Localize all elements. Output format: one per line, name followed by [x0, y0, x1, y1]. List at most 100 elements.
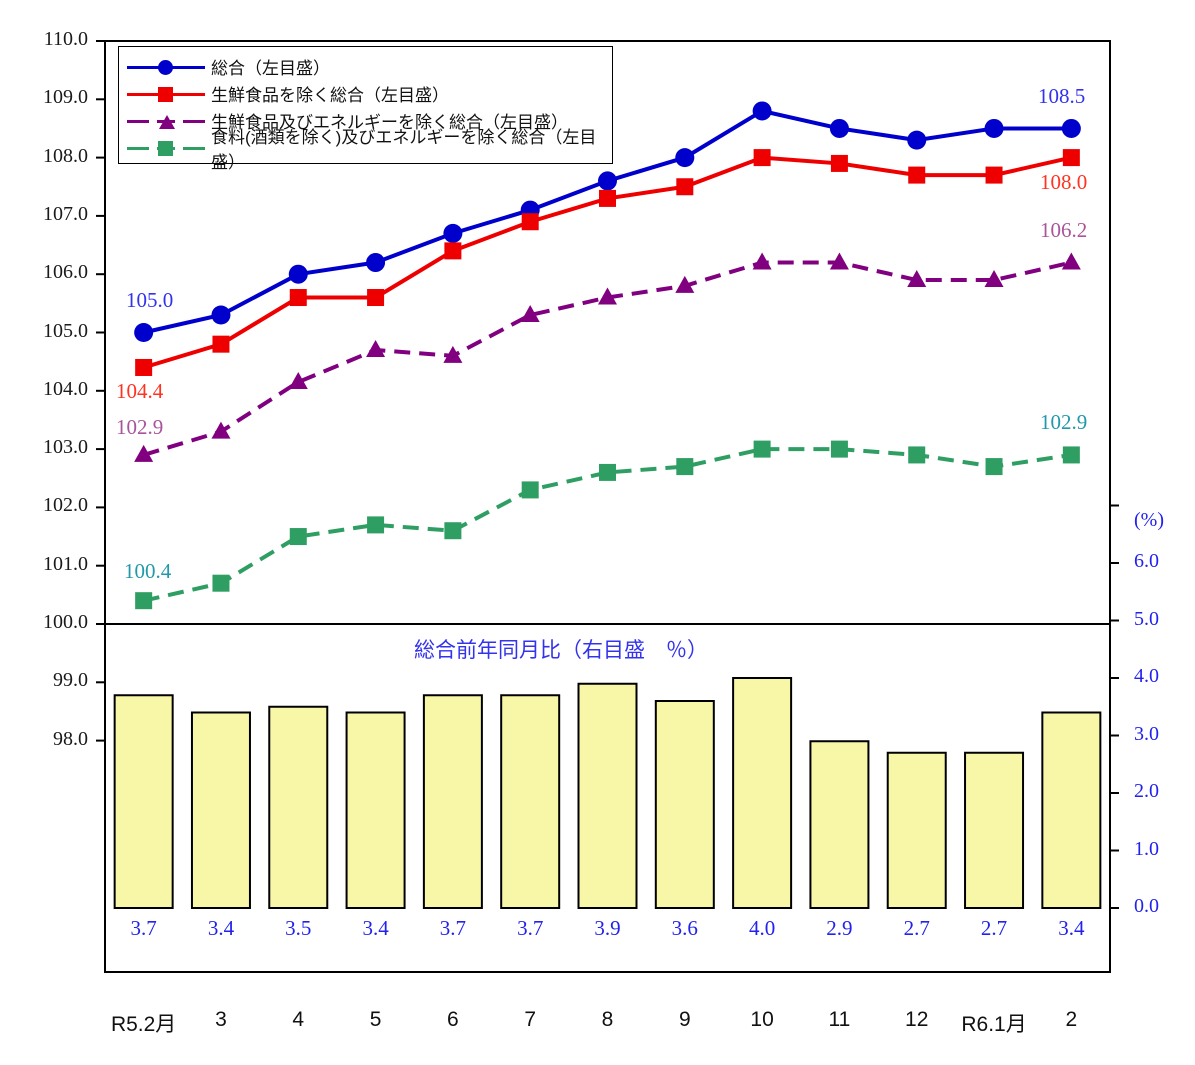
bar-value-label: 3.4 [362, 916, 389, 940]
data-point [676, 458, 694, 476]
bar-value-label: 4.0 [748, 916, 776, 940]
data-point [289, 289, 307, 307]
bar-value-label: 3.5 [285, 916, 312, 940]
data-point [829, 252, 849, 270]
bar-value-label: 2.7 [980, 916, 1008, 940]
left-axis-tick-label: 104.0 [43, 377, 88, 400]
data-point [288, 372, 308, 390]
x-axis-category-label: 9 [678, 1008, 691, 1031]
data-point [289, 528, 307, 546]
data-point [1062, 149, 1080, 167]
right-axis-tick-label: 0.0 [1134, 895, 1159, 917]
data-point [366, 253, 386, 273]
data-point [521, 213, 539, 231]
bar [654, 700, 715, 909]
data-point [288, 264, 308, 284]
legend-label: 生鮮食品を除く総合（左目盛） [211, 86, 449, 105]
data-point [675, 148, 695, 168]
data-point [984, 270, 1004, 288]
x-axis-category-label: 2 [1065, 1008, 1078, 1031]
data-point [443, 345, 463, 363]
legend-item-1: 生鮮食品を除く総合（左目盛） [119, 80, 612, 107]
data-point [521, 481, 539, 499]
data-point [676, 178, 694, 196]
series-value-annotation: 106.2 [1040, 217, 1088, 242]
bar [113, 694, 174, 909]
bar [809, 740, 870, 909]
data-point [1061, 118, 1081, 138]
bar [422, 694, 483, 909]
bar-value-label: 3.7 [439, 916, 466, 940]
legend-item-2: 生鮮食品及びエネルギーを除く総合（左目盛） [119, 107, 612, 134]
data-point [367, 289, 385, 307]
bar-value-label: 3.6 [671, 916, 698, 940]
data-point [908, 446, 926, 464]
data-point [984, 118, 1004, 138]
data-point [212, 574, 230, 592]
bar [345, 711, 406, 909]
data-point [366, 339, 386, 357]
data-point [443, 223, 463, 243]
data-point [135, 358, 153, 376]
right-axis-tick-label: 5.0 [1134, 607, 1159, 630]
bar [886, 751, 947, 909]
series-value-annotation: 102.9 [1040, 409, 1088, 434]
x-axis-category-label: 4 [292, 1008, 305, 1031]
chart-legend: 総合（左目盛） 生鮮食品を除く総合（左目盛） 生鮮食品及びエネルギーを除く総合（… [118, 46, 613, 172]
legend-label: 生鮮食品及びエネルギーを除く総合（左目盛） [211, 113, 568, 132]
left-axis-tick-label: 105.0 [43, 319, 88, 342]
right-axis-unit-label: (%) [1134, 508, 1164, 531]
data-point [752, 101, 772, 121]
left-axis-tick-label: 99.0 [53, 669, 88, 692]
series-value-annotation: 104.4 [116, 379, 164, 404]
x-axis-category-label: R5.2月 [110, 1013, 177, 1036]
x-axis-category-label: 7 [524, 1008, 537, 1031]
bar-value-label: 3.7 [130, 916, 157, 940]
data-point [907, 130, 927, 150]
x-axis-category-label: 12 [905, 1008, 929, 1031]
data-point [599, 189, 616, 207]
right-axis-tick-label: 4.0 [1134, 665, 1159, 687]
series-value-annotation: 108.0 [1040, 169, 1088, 194]
left-axis-tick-label: 103.0 [43, 436, 88, 459]
left-axis-tick-label: 109.0 [43, 86, 88, 109]
bar-value-label: 2.7 [903, 916, 930, 940]
data-point [367, 516, 385, 534]
data-point [908, 166, 926, 184]
data-point [985, 458, 1003, 476]
x-axis-category-label: 10 [750, 1008, 774, 1031]
data-point [520, 305, 540, 323]
data-point [907, 270, 927, 288]
legend-label: 食料(酒類を除く)及びエネルギーを除く総合（左目盛） [211, 127, 597, 172]
legend-item-0: 総合（左目盛） [119, 53, 612, 80]
data-point [444, 522, 462, 540]
bar [268, 705, 329, 909]
legend-key-circle-icon [127, 57, 205, 77]
data-point [985, 166, 1003, 184]
data-point [212, 335, 230, 353]
x-axis-category-label: 5 [369, 1008, 382, 1031]
data-point [830, 154, 848, 172]
bar-panel-title: 総合前年同月比（右目盛 ％） [414, 639, 708, 662]
left-axis-tick-label: 98.0 [53, 727, 88, 750]
data-point [829, 118, 849, 138]
legend-key-square-icon [127, 84, 205, 104]
series-value-annotation: 108.5 [1038, 84, 1086, 109]
data-point [1061, 252, 1081, 270]
bar [1041, 711, 1102, 909]
bar [500, 694, 561, 909]
bar-value-label: 2.9 [826, 916, 853, 940]
bar [190, 711, 251, 909]
x-axis-category-label: R6.1月 [961, 1013, 1027, 1036]
data-point [598, 287, 617, 305]
data-point [134, 323, 154, 342]
bar-value-label: 3.4 [207, 916, 235, 940]
left-axis-tick-label: 100.0 [43, 611, 88, 633]
left-axis-tick-label: 102.0 [43, 494, 88, 517]
right-axis-tick-label: 6.0 [1134, 550, 1159, 572]
data-point [599, 463, 616, 481]
x-axis-category-label: 3 [215, 1008, 227, 1031]
series-value-annotation: 102.9 [116, 414, 164, 439]
